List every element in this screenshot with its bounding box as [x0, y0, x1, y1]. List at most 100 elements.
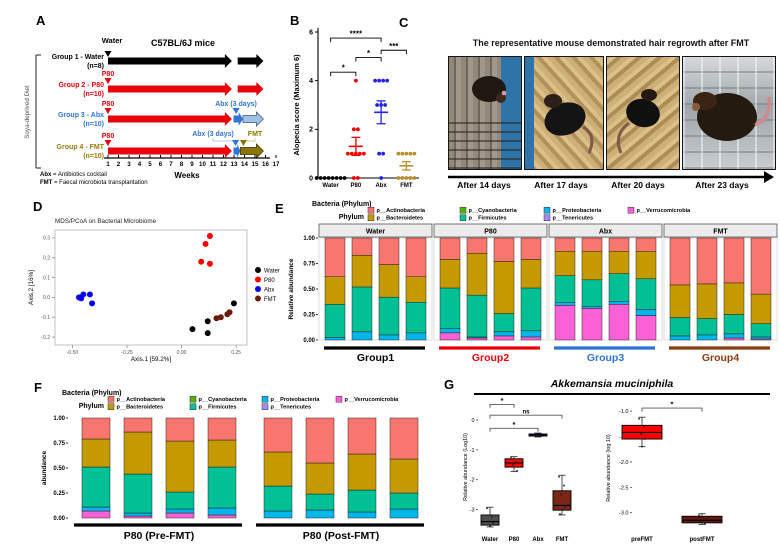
panel-c-title: The representative mouse demonstrated ha… [472, 38, 750, 48]
legend-item: p__Tenericutes [553, 216, 594, 222]
week-tick: 7 [169, 161, 173, 168]
data-point [489, 525, 491, 528]
chart-title: MDS/PCoA on Bacterial Microbiome [55, 218, 157, 225]
data-point [379, 176, 384, 180]
caption-day23: After 23 days [695, 180, 749, 190]
data-point [492, 522, 494, 525]
water-annotation: Water [102, 36, 123, 45]
y-tick-label: 0.50 [53, 466, 65, 472]
footnote: Abx = Antibiotics cocktail [40, 172, 107, 178]
y-axis-label: Axis.2 [16%] [28, 270, 35, 305]
y-tick-label: -1.0 [619, 409, 628, 415]
bar-segment [123, 512, 153, 517]
data-point [488, 520, 490, 523]
bar-segment [263, 451, 293, 487]
y-tick-label: 1.00 [303, 236, 315, 242]
data-point [334, 176, 339, 180]
y-axis-label: Relative abundance (log 10) [606, 434, 612, 502]
significance-label: *** [389, 42, 399, 51]
bar-segment [123, 515, 153, 519]
data-point [338, 176, 343, 180]
bar-segment [207, 439, 237, 468]
data-point [342, 176, 347, 180]
bar-segment [493, 335, 515, 341]
data-point [700, 520, 702, 523]
timeline-arrow [108, 82, 232, 96]
data-point [640, 432, 642, 435]
timeline-arrow-icon [448, 171, 774, 183]
data-point [351, 176, 356, 180]
y-tick-label: -3 [470, 508, 475, 514]
photo-row [448, 56, 776, 170]
significance-bracket [355, 57, 382, 62]
bar-segment [324, 337, 346, 341]
facet-strip [663, 223, 778, 238]
box [552, 490, 572, 511]
bar-segment [439, 259, 461, 289]
bar-segment [554, 237, 576, 252]
data-point [375, 103, 380, 107]
bar-segment [389, 417, 419, 460]
bar-segment [554, 305, 576, 341]
data-point [534, 432, 536, 435]
facet-label: P80 [484, 229, 497, 236]
data-point [345, 151, 350, 156]
timeline-arrow [242, 111, 264, 127]
data-point [198, 258, 205, 265]
timeline-arrow [233, 144, 241, 158]
mouse-photo-day14 [448, 56, 522, 170]
group-label: Group2 [472, 352, 509, 364]
legend-swatch [255, 286, 261, 292]
bar-segment [207, 466, 237, 509]
mouse-silhouette-icon [692, 92, 771, 141]
bar-segment [378, 334, 400, 341]
bar-segment [669, 335, 691, 341]
legend-swatch [367, 214, 375, 221]
bar-segment [520, 330, 542, 338]
data-point [396, 176, 401, 180]
panel-e-phylum-barchart: Bacteria (Phylum) Phylum p__Actinobacteria… [288, 201, 778, 364]
bar-segment [389, 458, 419, 494]
y-axis-label: abundance [41, 450, 48, 485]
bar-segment [123, 473, 153, 514]
x-category-label: Abx [532, 537, 544, 543]
week-tick: 12 [220, 161, 227, 168]
caption-day20: After 20 days [611, 180, 665, 190]
group-label: Group1 [357, 352, 394, 364]
bar-segment [554, 275, 576, 303]
data-point [217, 314, 224, 321]
legend-item: p__Bacteroidetes [117, 405, 164, 411]
timeline-arrow [239, 143, 264, 159]
mouse-photo-day23 [682, 56, 776, 170]
treatment-marker-icon [104, 108, 112, 114]
facet-panel-border [433, 237, 548, 341]
y-tick-label: 0.50 [303, 287, 315, 293]
bar-segment [723, 333, 745, 339]
p80-annotation: P80 [102, 101, 115, 108]
group-label: Group3 [587, 352, 624, 364]
facet-panel-border [548, 237, 663, 341]
data-point [373, 78, 378, 83]
significance-bracket [489, 427, 539, 432]
panel-label-c: C [399, 15, 409, 30]
legend-swatch [335, 395, 343, 403]
bar-segment [165, 417, 195, 442]
box [681, 515, 723, 524]
timeline-arrow [108, 144, 232, 158]
bar-segment [123, 431, 153, 475]
legend-swatch [255, 295, 261, 302]
bar-segment [723, 314, 745, 335]
timeline-arrow [237, 82, 264, 96]
panel-label-a: A [36, 13, 46, 28]
significance-label: * [671, 400, 674, 409]
legend-swatch [189, 403, 197, 410]
data-point [564, 505, 566, 508]
bar-segment [347, 453, 377, 491]
bar-segment [608, 251, 630, 274]
x-tick-label: -0.25 [121, 350, 133, 356]
bar-segment [378, 296, 400, 336]
x-tick-label: -0.50 [67, 350, 79, 356]
bar-segment [723, 282, 745, 315]
data-point [412, 151, 417, 156]
